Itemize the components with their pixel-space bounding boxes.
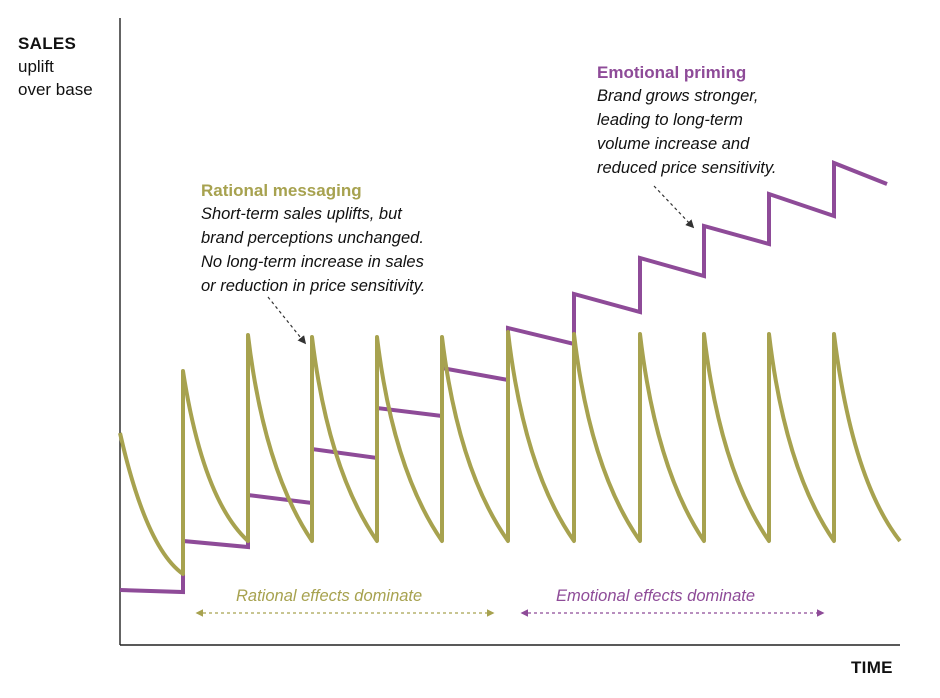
- rational-text-line-4: or reduction in price sensitivity.: [201, 277, 426, 295]
- rational-text-line-3: No long-term increase in sales: [201, 253, 424, 271]
- y-axis-subtitle-line-1: uplift: [18, 57, 54, 76]
- emotional-text-line-2: leading to long-term: [597, 111, 743, 129]
- rational-text-line-1: Short-term sales uplifts, but: [201, 205, 402, 223]
- rational-heading: Rational messaging: [201, 181, 362, 200]
- emotional-phase-label: Emotional effects dominate: [556, 587, 756, 605]
- emotional-heading: Emotional priming: [597, 63, 747, 82]
- x-axis-title: TIME: [851, 658, 893, 677]
- emotional-text-line-1: Brand grows stronger,: [597, 87, 759, 105]
- rational-spike-curve: [118, 330, 902, 576]
- rational-callout-arrow: [267, 296, 307, 345]
- rational-text-line-2: brand perceptions unchanged.: [201, 229, 424, 247]
- emotional-text-line-4: reduced price sensitivity.: [597, 159, 777, 177]
- rational-phase-label: Rational effects dominate: [236, 587, 423, 605]
- emotional-text-line-3: volume increase and: [597, 135, 750, 153]
- y-axis-title: SALES: [18, 34, 77, 53]
- y-axis-subtitle-line-2: over base: [18, 80, 93, 99]
- emotional-callout-arrow: [653, 185, 695, 229]
